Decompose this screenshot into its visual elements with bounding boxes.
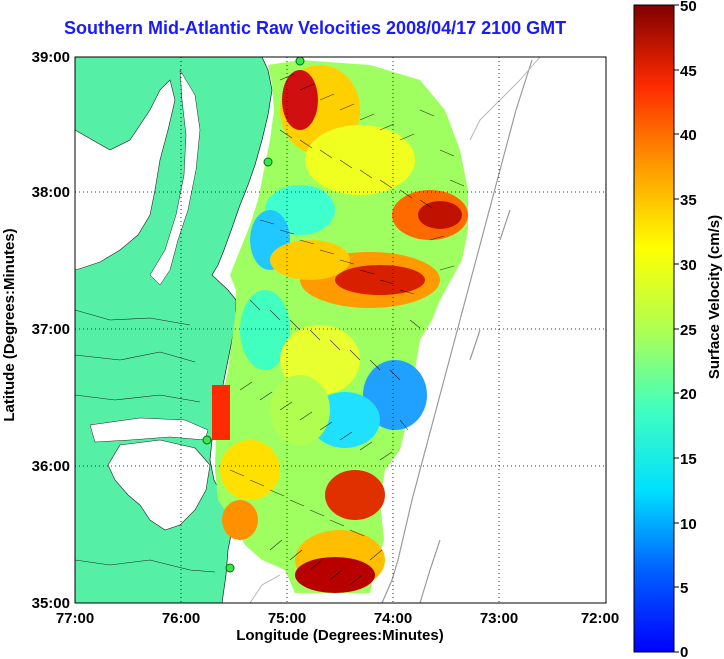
y-tick-label: 35:00	[32, 595, 70, 612]
station-marker[interactable]	[225, 563, 235, 573]
map-title: Southern Mid-Atlantic Raw Velocities 200…	[64, 18, 567, 38]
bathymetry-contour	[381, 59, 533, 603]
colorbar-tick-label: 40	[680, 127, 697, 144]
map-title-bar: Southern Mid-Atlantic Raw Velocities 200…	[0, 18, 724, 44]
pamlico-sound	[107, 439, 211, 531]
x-tick-label: 75:00	[268, 610, 306, 627]
rivers	[75, 309, 216, 573]
station-marker[interactable]	[295, 57, 305, 66]
x-axis: 77:00 76:00 75:00 74:00 73:00 72:00 Long…	[56, 610, 619, 644]
grid-lines	[75, 57, 606, 603]
colorbar-tick-label: 15	[680, 451, 697, 468]
station-marker[interactable]	[202, 435, 212, 445]
y-tick-label: 38:00	[32, 184, 70, 201]
x-axis-label: Longitude (Degrees:Minutes)	[236, 627, 444, 644]
colorbar: 50 45 40 35 30 25 20 15 10 5 0 Surface V…	[633, 0, 723, 659]
plot-frame	[74, 56, 607, 604]
colorbar-tick-label: 5	[680, 580, 688, 597]
x-tick-label: 72:00	[581, 610, 619, 627]
x-tick-label: 74:00	[374, 610, 412, 627]
colorbar-tick-label: 30	[680, 257, 697, 274]
colorbar-tick-label: 0	[680, 644, 688, 659]
colorbar-ticks	[674, 4, 679, 653]
colorbar-tick-label: 45	[680, 63, 697, 80]
y-tick-label: 36:00	[32, 458, 70, 475]
colorbar-tick-label: 35	[680, 192, 697, 209]
map-layers	[75, 57, 541, 603]
station-marker[interactable]	[263, 157, 273, 167]
x-tick-label: 73:00	[480, 610, 518, 627]
y-tick-label: 39:00	[32, 49, 70, 66]
radar-stations	[202, 57, 305, 573]
y-tick-label: 37:00	[32, 321, 70, 338]
colorbar-label: Surface Velocity (cm/s)	[706, 215, 723, 379]
colorbar-tick-label: 25	[680, 322, 697, 339]
colorbar-tick-label: 50	[680, 0, 697, 15]
colorbar-gradient	[633, 4, 675, 653]
chesapeake-bay	[75, 79, 176, 271]
delmarva-inlet	[149, 69, 201, 286]
y-axis: 39:00 38:00 37:00 36:00 35:00 Latitude (…	[1, 49, 70, 612]
bathymetry-contour-outer	[249, 57, 541, 603]
colorbar-tick-label: 10	[680, 516, 697, 533]
x-tick-label: 76:00	[162, 610, 200, 627]
x-tick-label: 77:00	[56, 610, 94, 627]
y-axis-label: Latitude (Degrees:Minutes)	[1, 228, 18, 421]
colorbar-tick-label: 20	[680, 386, 697, 403]
